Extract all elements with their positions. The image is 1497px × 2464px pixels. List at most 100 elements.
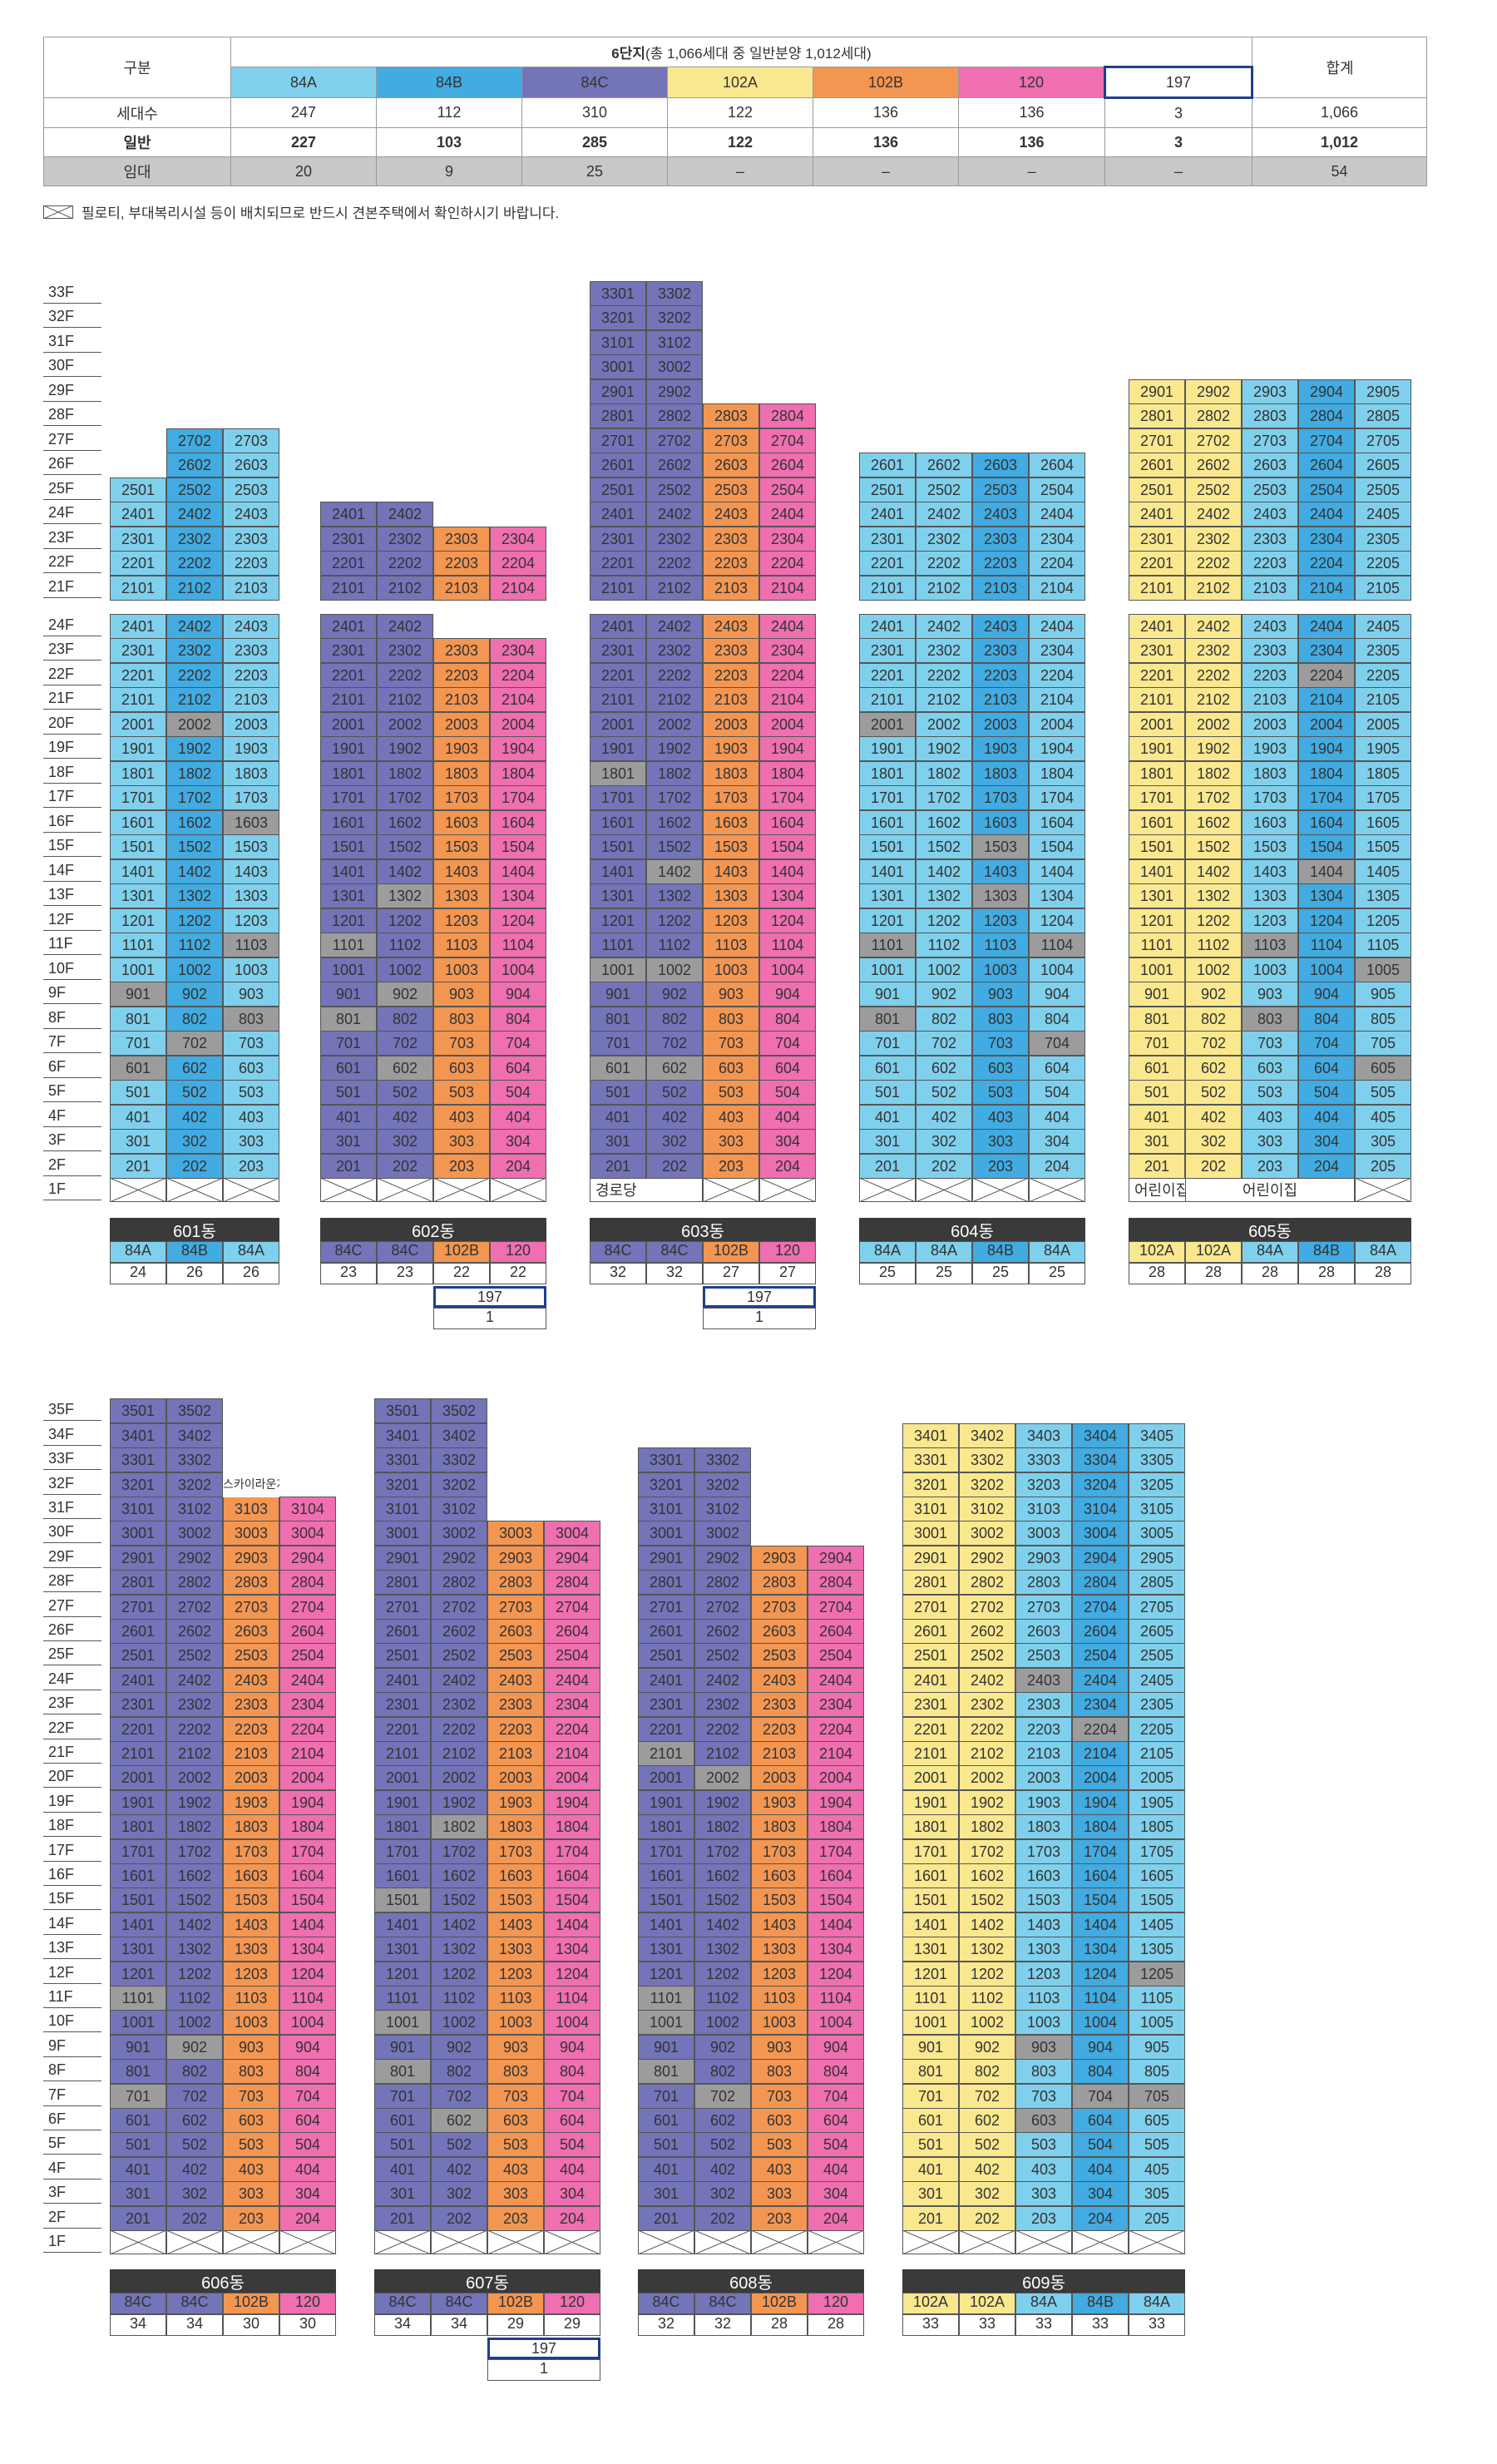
unit-cell: 505 (1129, 2132, 1185, 2158)
unit-cell: 3002 (694, 1521, 751, 1546)
floor-label: 23F (43, 527, 101, 549)
unit-cell: 802 (166, 2059, 223, 2085)
unit-cell: 302 (377, 1129, 433, 1154)
unit-cell: 1503 (223, 1888, 279, 1913)
unit-cell: 2801 (374, 1570, 431, 1596)
unit-cell: 1202 (377, 908, 433, 933)
unit-cell: 2902 (959, 1545, 1015, 1571)
unit-cell: 402 (959, 2156, 1015, 2182)
unit-cell: 1602 (166, 809, 223, 835)
unit-cell: 2804 (759, 403, 816, 429)
unit-cell: 2303 (703, 638, 759, 663)
unit-type: 84C (374, 2293, 431, 2314)
unit-cell: 3101 (638, 1497, 694, 1521)
summary-value: 103 (376, 127, 522, 157)
unit-cell: 2404 (808, 1667, 864, 1693)
unit-cell: 2003 (223, 1765, 279, 1791)
unit-cell: 2904 (279, 1545, 336, 1571)
unit-type: 84C (694, 2293, 751, 2314)
unit-cell: 2804 (544, 1570, 600, 1596)
unit-cell: 2803 (487, 1570, 544, 1596)
unit-cell: 1004 (1029, 957, 1085, 982)
unit-cell: 2301 (1129, 526, 1185, 552)
pilotis-cell (320, 1178, 377, 1202)
unit-cell: 2302 (646, 526, 703, 552)
unit-cell: 702 (166, 2083, 223, 2109)
unit-cell: 1502 (916, 834, 972, 859)
unit-cell: 1304 (544, 1937, 600, 1962)
summary-row: 일반 227 103 285 122 136 136 3 1,012 (43, 127, 1427, 157)
unit-cell: 604 (544, 2108, 600, 2133)
unit-cell: 2202 (166, 551, 223, 576)
unit-cell: 1203 (487, 1961, 544, 1987)
unit-cell: 2401 (902, 1667, 959, 1693)
unit-cell: 2303 (223, 638, 279, 663)
unit-cell: 1804 (1029, 760, 1085, 786)
summary-value: 136 (813, 127, 959, 157)
unit-cell: 1205 (1355, 908, 1411, 933)
unit-cell: 1303 (703, 883, 759, 908)
unit-cell: 2103 (703, 687, 759, 712)
unit-cell: 1001 (902, 2010, 959, 2036)
unit-cell: 2805 (1129, 1570, 1185, 1596)
unit-cell: 303 (703, 1129, 759, 1154)
unit-cell: 2305 (1355, 638, 1411, 663)
unit-cell: 702 (166, 1031, 223, 1056)
unit-cell: 1505 (1355, 834, 1411, 859)
unit-cell: 504 (279, 2132, 336, 2158)
unit-cell: 202 (916, 1153, 972, 1179)
unit-cell: 2405 (1129, 1667, 1185, 1693)
unit-cell: 1401 (110, 858, 166, 884)
unit-cell: 1904 (279, 1789, 336, 1815)
floor-label: 21F (43, 1741, 101, 1764)
unit-cell: 2503 (972, 477, 1029, 502)
floor-label: 19F (43, 736, 101, 759)
unit-cell: 1802 (1185, 760, 1242, 786)
unit-cell: 2502 (646, 477, 703, 502)
unit-cell: 2204 (1298, 551, 1355, 576)
unit-cell: 1401 (590, 858, 646, 884)
unit-cell: 501 (859, 1080, 916, 1105)
unit-cell: 3001 (590, 354, 646, 380)
unit-cell: 2804 (1072, 1570, 1129, 1596)
unit-cell: 1102 (694, 1986, 751, 2011)
unit-cell: 2102 (377, 687, 433, 712)
unit-cell: 1802 (431, 1814, 487, 1840)
unit-cell: 2203 (972, 662, 1029, 688)
unit-cell: 1504 (808, 1888, 864, 1913)
unit-cell: 401 (1129, 1104, 1185, 1130)
unit-cell: 903 (1242, 982, 1298, 1007)
unit-cell: 1002 (431, 2010, 487, 2036)
unit-cell: 2201 (859, 551, 916, 576)
unit-cell: 501 (590, 1080, 646, 1105)
pilotis-cell (110, 2230, 166, 2254)
unit-cell: 3105 (1129, 1497, 1185, 1521)
unit-cell: 2403 (223, 613, 279, 639)
unit-cell: 2401 (320, 613, 377, 639)
unit-type: 84B (972, 1241, 1029, 1263)
unit-cell: 1903 (703, 736, 759, 761)
unit-count: 27 (759, 1263, 816, 1284)
unit-cell: 1903 (487, 1789, 544, 1815)
unit-cell: 602 (1185, 1055, 1242, 1081)
pilotis-cell (959, 2230, 1015, 2254)
unit-cell: 2402 (166, 502, 223, 527)
unit-cell: 202 (166, 2205, 223, 2231)
unit-cell: 1403 (487, 1912, 544, 1937)
unit-count: 28 (1298, 1263, 1355, 1284)
unit-cell: 2501 (859, 477, 916, 502)
pilotis-cell (1015, 2230, 1072, 2254)
unit-cell: 1902 (694, 1789, 751, 1815)
unit-cell: 2604 (1298, 453, 1355, 478)
unit-cell: 2003 (223, 711, 279, 737)
unit-cell: 202 (959, 2205, 1015, 2231)
unit-cell: 3103 (223, 1497, 279, 1521)
unit-cell: 1403 (433, 858, 490, 884)
building-name: 606동 (110, 2269, 336, 2293)
unit-type: 84C (590, 1241, 646, 1263)
unit-cell: 2403 (223, 502, 279, 527)
unit-cell: 2101 (638, 1741, 694, 1766)
unit-cell: 2504 (759, 477, 816, 502)
unit-cell: 1902 (431, 1789, 487, 1815)
unit-cell: 404 (490, 1104, 546, 1130)
